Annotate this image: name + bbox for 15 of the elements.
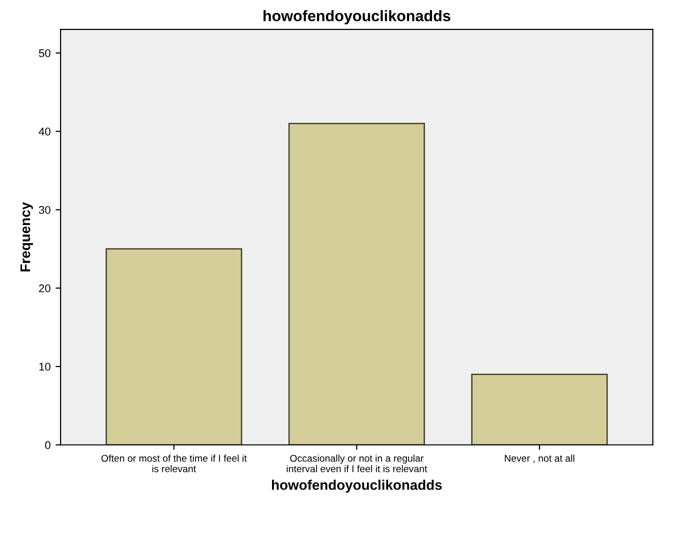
bar xyxy=(106,248,242,445)
y-tick-label: 20 xyxy=(39,284,50,292)
bar xyxy=(288,122,425,445)
x-tick-label: Often or most of the time if I feel it is relevant xyxy=(101,454,247,472)
bar xyxy=(471,374,608,445)
y-tick-label: 30 xyxy=(38,206,50,214)
chart-title: howofendoyouclikonadds xyxy=(264,10,450,24)
y-tick-label: 50 xyxy=(38,49,50,58)
y-tick-label: 10 xyxy=(39,362,50,371)
y-tick-label: 40 xyxy=(38,128,50,136)
y-axis-title: Frequency xyxy=(20,202,33,272)
x-axis-title: howofendoyouclikonadds xyxy=(272,480,442,493)
y-tick-label: 0 xyxy=(45,441,50,450)
x-tick-label: Occasionally or not in a regular interval even if I feel it is relevant xyxy=(286,454,428,472)
x-tick-label: Never , not at all xyxy=(504,454,574,463)
